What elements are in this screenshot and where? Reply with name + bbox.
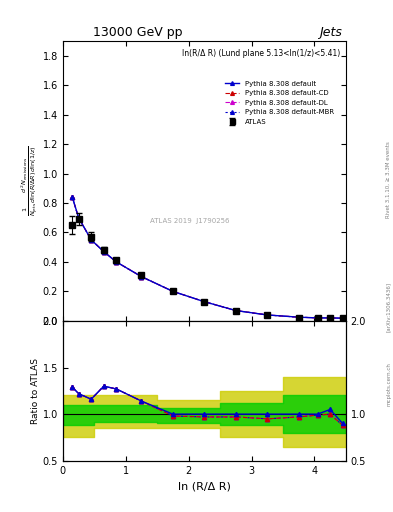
Pythia 8.308 default-CD (139, 273, 144, 280)
Pythia 8.308 default (233, 308, 238, 314)
Pythia 8.308 default-CD (202, 298, 207, 305)
Pythia 8.308 default (328, 315, 332, 321)
Y-axis label: $\frac{1}{N_\mathrm{jets}}\frac{d^2 N_\mathrm{emissions}}{d\ln(R/\Delta R)\,d\ln: $\frac{1}{N_\mathrm{jets}}\frac{d^2 N_\m… (19, 145, 40, 217)
Pythia 8.308 default (315, 315, 320, 321)
Pythia 8.308 default (265, 312, 270, 318)
Pythia 8.308 default (340, 315, 345, 321)
Pythia 8.308 default-MBR (114, 259, 119, 265)
Pythia 8.308 default-DL (202, 298, 207, 305)
Line: Pythia 8.308 default-CD: Pythia 8.308 default-CD (70, 195, 345, 321)
Pythia 8.308 default (171, 288, 175, 294)
Pythia 8.308 default (70, 194, 75, 200)
Text: ln(R/Δ R) (Lund plane 5.13<ln(1/z)<5.41): ln(R/Δ R) (Lund plane 5.13<ln(1/z)<5.41) (182, 49, 340, 58)
Pythia 8.308 default (296, 314, 301, 320)
Pythia 8.308 default-MBR (139, 273, 144, 280)
Pythia 8.308 default-DL (233, 308, 238, 314)
Pythia 8.308 default-MBR (340, 315, 345, 321)
Pythia 8.308 default-MBR (315, 315, 320, 321)
Pythia 8.308 default-DL (70, 194, 75, 200)
Pythia 8.308 default-CD (70, 194, 75, 200)
Pythia 8.308 default-MBR (202, 298, 207, 305)
Pythia 8.308 default-CD (171, 288, 175, 294)
Pythia 8.308 default-MBR (233, 308, 238, 314)
Y-axis label: Ratio to ATLAS: Ratio to ATLAS (31, 358, 40, 424)
Pythia 8.308 default-DL (101, 248, 106, 254)
Line: Pythia 8.308 default-MBR: Pythia 8.308 default-MBR (70, 195, 345, 321)
Pythia 8.308 default (114, 259, 119, 265)
Pythia 8.308 default-MBR (101, 248, 106, 254)
Pythia 8.308 default-CD (328, 315, 332, 321)
Pythia 8.308 default-DL (139, 273, 144, 280)
Pythia 8.308 default (101, 248, 106, 254)
Pythia 8.308 default-CD (340, 315, 345, 321)
Pythia 8.308 default-DL (265, 312, 270, 318)
Pythia 8.308 default (89, 237, 94, 243)
Pythia 8.308 default-DL (76, 215, 81, 221)
Pythia 8.308 default-MBR (76, 215, 81, 221)
Pythia 8.308 default-CD (315, 315, 320, 321)
Pythia 8.308 default (202, 298, 207, 305)
Pythia 8.308 default-MBR (328, 315, 332, 321)
Text: Rivet 3.1.10, ≥ 3.3M events: Rivet 3.1.10, ≥ 3.3M events (386, 141, 391, 218)
Pythia 8.308 default (76, 215, 81, 221)
Pythia 8.308 default-CD (265, 312, 270, 318)
Pythia 8.308 default (139, 273, 144, 280)
Pythia 8.308 default-MBR (89, 237, 94, 243)
Pythia 8.308 default-DL (171, 288, 175, 294)
Text: [arXiv:1306.3436]: [arXiv:1306.3436] (386, 282, 391, 332)
Line: Pythia 8.308 default-DL: Pythia 8.308 default-DL (70, 195, 345, 321)
Pythia 8.308 default-CD (233, 308, 238, 314)
Pythia 8.308 default-CD (76, 215, 81, 221)
Pythia 8.308 default-DL (114, 259, 119, 265)
Pythia 8.308 default-MBR (265, 312, 270, 318)
Text: Jets: Jets (319, 26, 342, 38)
Pythia 8.308 default-MBR (171, 288, 175, 294)
Text: 13000 GeV pp: 13000 GeV pp (93, 26, 182, 38)
Pythia 8.308 default-DL (315, 315, 320, 321)
Line: Pythia 8.308 default: Pythia 8.308 default (70, 195, 345, 321)
Text: mcplots.cern.ch: mcplots.cern.ch (386, 362, 391, 406)
Pythia 8.308 default-DL (328, 315, 332, 321)
Pythia 8.308 default-MBR (70, 194, 75, 200)
Pythia 8.308 default-DL (296, 314, 301, 320)
Legend: Pythia 8.308 default, Pythia 8.308 default-CD, Pythia 8.308 default-DL, Pythia 8: Pythia 8.308 default, Pythia 8.308 defau… (222, 78, 337, 127)
Pythia 8.308 default-CD (89, 237, 94, 243)
Pythia 8.308 default-CD (114, 259, 119, 265)
Pythia 8.308 default-CD (101, 248, 106, 254)
Text: ATLAS 2019  J1790256: ATLAS 2019 J1790256 (151, 218, 230, 224)
X-axis label: ln (R/Δ R): ln (R/Δ R) (178, 481, 231, 491)
Pythia 8.308 default-MBR (296, 314, 301, 320)
Pythia 8.308 default-DL (340, 315, 345, 321)
Pythia 8.308 default-CD (296, 314, 301, 320)
Pythia 8.308 default-DL (89, 237, 94, 243)
